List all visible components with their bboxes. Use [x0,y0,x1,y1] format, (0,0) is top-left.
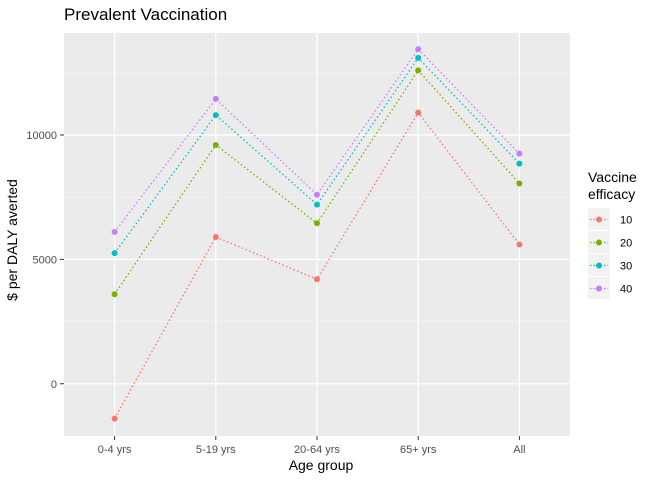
x-tick-label: 65+ yrs [400,444,437,456]
series-10 [111,109,523,422]
y-tick-label: 10000 [26,130,57,142]
x-tick-label: All [513,444,525,456]
series-40 [111,46,523,236]
legend-title-line-1: Vaccine [588,169,637,185]
data-point [415,109,422,116]
legend-key-point [596,216,602,223]
data-point [212,141,219,148]
legend-keys: 10 20 30 40 [588,208,632,299]
x-tick-label: 20-64 yrs [294,444,340,456]
data-point [516,150,523,157]
data-point [111,229,118,236]
y-axis-title: $ per DALY averted [4,179,20,301]
series-20 [111,67,523,298]
data-point [415,67,422,74]
legend-item: 30 [588,254,632,276]
data-point [314,276,320,283]
legend: Vaccine efficacy 10 20 30 40 [588,169,637,299]
data-point [212,95,219,102]
data-point [516,180,523,187]
legend-key-point [596,285,602,292]
y-axis: 0 5000 10000 [26,130,64,391]
legend-item: 40 [588,277,632,299]
y-tick-label: 0 [51,379,57,391]
series-30 [111,54,523,257]
legend-item: 20 [588,231,632,253]
data-point [111,291,118,298]
data-point [516,241,523,248]
data-point [111,250,118,257]
x-axis-title: Age group [289,457,354,473]
legend-key-point [596,239,602,246]
legend-title-line-2: efficacy [588,186,635,202]
data-point [415,54,422,61]
data-point [516,160,523,167]
chart-title: Prevalent Vaccination [64,5,227,24]
x-tick-label: 5-19 yrs [196,444,236,456]
series-layer [111,46,523,422]
legend-key-point [596,262,602,269]
data-point [314,201,320,208]
legend-label: 30 [620,261,632,273]
x-tick-label: 0-4 yrs [98,444,132,456]
data-point [314,191,320,198]
y-tick-label: 5000 [33,254,57,266]
x-axis: 0-4 yrs 5-19 yrs 20-64 yrs 65+ yrs All [98,436,526,456]
legend-label: 40 [620,284,632,296]
legend-item: 10 [588,208,632,230]
series-line [114,56,520,254]
series-line [114,111,520,419]
legend-label: 20 [620,238,632,250]
data-point [415,46,422,53]
data-point [314,220,320,227]
data-point [212,112,219,119]
legend-label: 10 [620,215,632,227]
data-point [212,233,219,240]
data-point [111,415,118,422]
series-line [114,48,520,233]
